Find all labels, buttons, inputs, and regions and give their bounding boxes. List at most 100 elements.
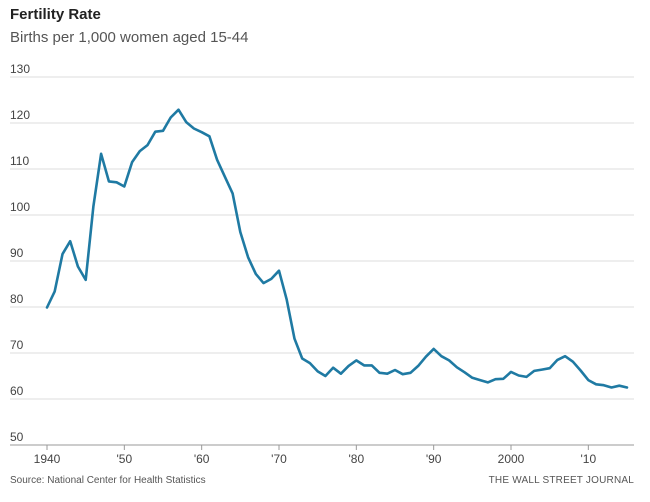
data-point — [556, 359, 558, 361]
data-point — [69, 240, 71, 242]
y-tick-label: 60 — [10, 384, 24, 398]
y-tick-label: 80 — [10, 292, 24, 306]
data-point — [309, 362, 311, 364]
data-point — [603, 384, 605, 386]
data-point — [363, 364, 365, 366]
data-point — [301, 357, 303, 359]
data-point — [394, 369, 396, 371]
data-point — [525, 376, 527, 378]
data-point — [231, 192, 233, 194]
data-point — [108, 180, 110, 182]
data-point — [77, 265, 79, 267]
data-point — [123, 185, 125, 187]
data-point — [409, 372, 411, 374]
data-point — [177, 109, 179, 111]
data-point — [355, 359, 357, 361]
data-point — [502, 378, 504, 380]
x-tick-label: '50 — [117, 452, 133, 466]
data-point — [270, 278, 272, 280]
data-point — [549, 367, 551, 369]
data-point — [371, 364, 373, 366]
data-point — [487, 381, 489, 383]
data-point — [494, 378, 496, 380]
data-point — [185, 121, 187, 123]
data-point — [610, 386, 612, 388]
data-point — [433, 348, 435, 350]
x-tick-label: 1940 — [34, 452, 61, 466]
gridlines — [10, 76, 634, 450]
data-point — [278, 270, 280, 272]
data-point — [587, 379, 589, 381]
data-point — [340, 373, 342, 375]
data-point — [518, 374, 520, 376]
data-point — [317, 370, 319, 372]
data-point — [510, 371, 512, 373]
y-tick-label: 110 — [10, 154, 29, 168]
data-point — [417, 365, 419, 367]
data-point — [347, 365, 349, 367]
data-point — [193, 127, 195, 129]
data-point — [378, 372, 380, 374]
data-point — [146, 144, 148, 146]
source-note: Source: National Center for Health Stati… — [10, 475, 206, 486]
data-point — [46, 306, 48, 308]
chart-title: Fertility Rate — [10, 6, 101, 23]
data-point — [61, 253, 63, 255]
x-tick-label: '60 — [194, 452, 210, 466]
data-point — [579, 369, 581, 371]
data-point — [100, 153, 102, 155]
data-point — [626, 386, 628, 388]
data-point — [162, 130, 164, 132]
data-point — [255, 273, 257, 275]
chart-subtitle: Births per 1,000 women aged 15-44 — [10, 29, 249, 46]
data-point — [239, 231, 241, 233]
data-point — [201, 131, 203, 133]
data-point — [154, 131, 156, 133]
data-point — [618, 385, 620, 387]
y-tick-label: 50 — [10, 430, 24, 444]
x-tick-label: '80 — [349, 452, 365, 466]
x-tick-label: '70 — [271, 452, 287, 466]
data-point — [386, 373, 388, 375]
series-layer — [45, 108, 629, 389]
data-point — [224, 176, 226, 178]
data-point — [471, 377, 473, 379]
x-tick-label: '90 — [426, 452, 442, 466]
y-axis-tick-labels: 130 120 110 100 90 80 70 60 50 — [10, 62, 30, 444]
x-axis-tick-labels: 1940 '50 '60 '70 '80 '90 2000 '10 — [34, 452, 597, 466]
data-point — [324, 375, 326, 377]
data-point — [92, 205, 94, 207]
x-tick-label: 2000 — [498, 452, 525, 466]
data-point — [332, 367, 334, 369]
data-point — [463, 371, 465, 373]
y-tick-label: 70 — [10, 338, 24, 352]
data-point — [456, 366, 458, 368]
data-point — [286, 298, 288, 300]
series-line — [45, 108, 629, 389]
data-point — [533, 370, 535, 372]
data-point — [572, 361, 574, 363]
data-point — [139, 150, 141, 152]
y-tick-label: 90 — [10, 246, 24, 260]
data-point — [247, 256, 249, 258]
data-point — [262, 282, 264, 284]
data-point — [479, 379, 481, 381]
data-point — [448, 359, 450, 361]
data-point — [131, 161, 133, 163]
data-point — [85, 279, 87, 281]
y-tick-label: 100 — [10, 200, 30, 214]
data-point — [564, 355, 566, 357]
data-point — [541, 368, 543, 370]
data-point — [54, 290, 56, 292]
data-point — [402, 373, 404, 375]
data-point — [170, 116, 172, 118]
publisher-credit: THE WALL STREET JOURNAL — [488, 475, 634, 486]
y-tick-label: 130 — [10, 62, 30, 76]
data-point — [425, 356, 427, 358]
data-point — [216, 159, 218, 161]
data-point — [293, 338, 295, 340]
data-point — [595, 383, 597, 385]
data-point — [440, 355, 442, 357]
y-tick-label: 120 — [10, 108, 30, 122]
